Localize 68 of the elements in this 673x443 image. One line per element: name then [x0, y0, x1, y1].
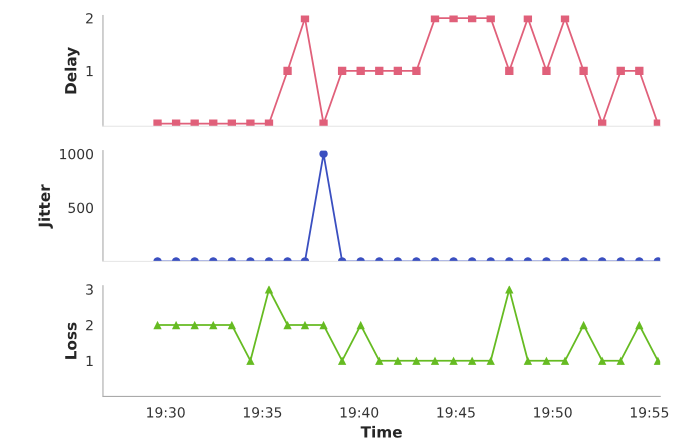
point: [635, 66, 644, 76]
point: [430, 16, 440, 22]
point: [430, 356, 440, 365]
point: [505, 66, 514, 76]
point: [228, 320, 236, 330]
x-tick-label: 19:55: [630, 407, 668, 418]
x-tick-label: 19:30: [147, 407, 185, 418]
y-tick-label: 3: [86, 284, 93, 295]
y-tick-label: 1: [86, 356, 93, 366]
point: [375, 356, 384, 365]
point: [190, 320, 199, 330]
point: [579, 320, 588, 330]
point: [412, 356, 421, 365]
y-tick-label: 2: [86, 13, 93, 24]
point: [283, 66, 292, 76]
point: [412, 66, 421, 76]
point: [468, 16, 476, 22]
point: [172, 119, 180, 126]
point: [616, 356, 625, 365]
x-tick-label: 19:35: [244, 407, 282, 418]
point: [542, 356, 551, 365]
point: [449, 16, 458, 22]
point: [283, 320, 292, 330]
point: [356, 320, 365, 330]
y-axis-title: Delay: [64, 47, 80, 94]
x-tick-label: 19:45: [437, 407, 475, 418]
point: [579, 66, 588, 76]
point: [560, 356, 570, 365]
point: [486, 16, 495, 22]
point: [300, 320, 310, 330]
point: [468, 356, 476, 365]
point: [505, 286, 514, 294]
point: [264, 286, 274, 294]
point: [338, 66, 346, 76]
point: [300, 16, 310, 22]
point: [486, 356, 495, 365]
point: [209, 320, 218, 330]
y-tick-label: 500: [68, 202, 94, 214]
point: [560, 16, 570, 22]
point: [375, 66, 384, 76]
y-axis-title: Jitter: [38, 184, 53, 229]
point: [153, 320, 162, 330]
x-tick-label: 19:50: [534, 407, 572, 418]
y-tick-label: 1: [86, 66, 93, 76]
point: [394, 66, 402, 76]
point: [338, 356, 346, 365]
x-tick-label: 19:40: [340, 407, 378, 418]
point: [190, 119, 199, 126]
point: [172, 320, 180, 330]
point: [542, 66, 551, 76]
y-axis-title: Loss: [65, 322, 77, 359]
y-tick-label: 1000: [60, 148, 94, 160]
point: [319, 320, 328, 330]
point: [394, 356, 402, 365]
point: [635, 320, 644, 330]
point: [524, 16, 532, 22]
point: [598, 356, 606, 365]
point: [228, 119, 236, 126]
point: [598, 119, 606, 126]
point: [209, 119, 218, 126]
point: [356, 66, 365, 76]
point: [246, 119, 255, 126]
point: [449, 356, 458, 365]
point: [524, 356, 532, 365]
point: [246, 356, 255, 365]
x-axis-title: Time: [360, 426, 402, 438]
y-tick-label: 2: [86, 320, 93, 330]
point: [616, 66, 625, 76]
